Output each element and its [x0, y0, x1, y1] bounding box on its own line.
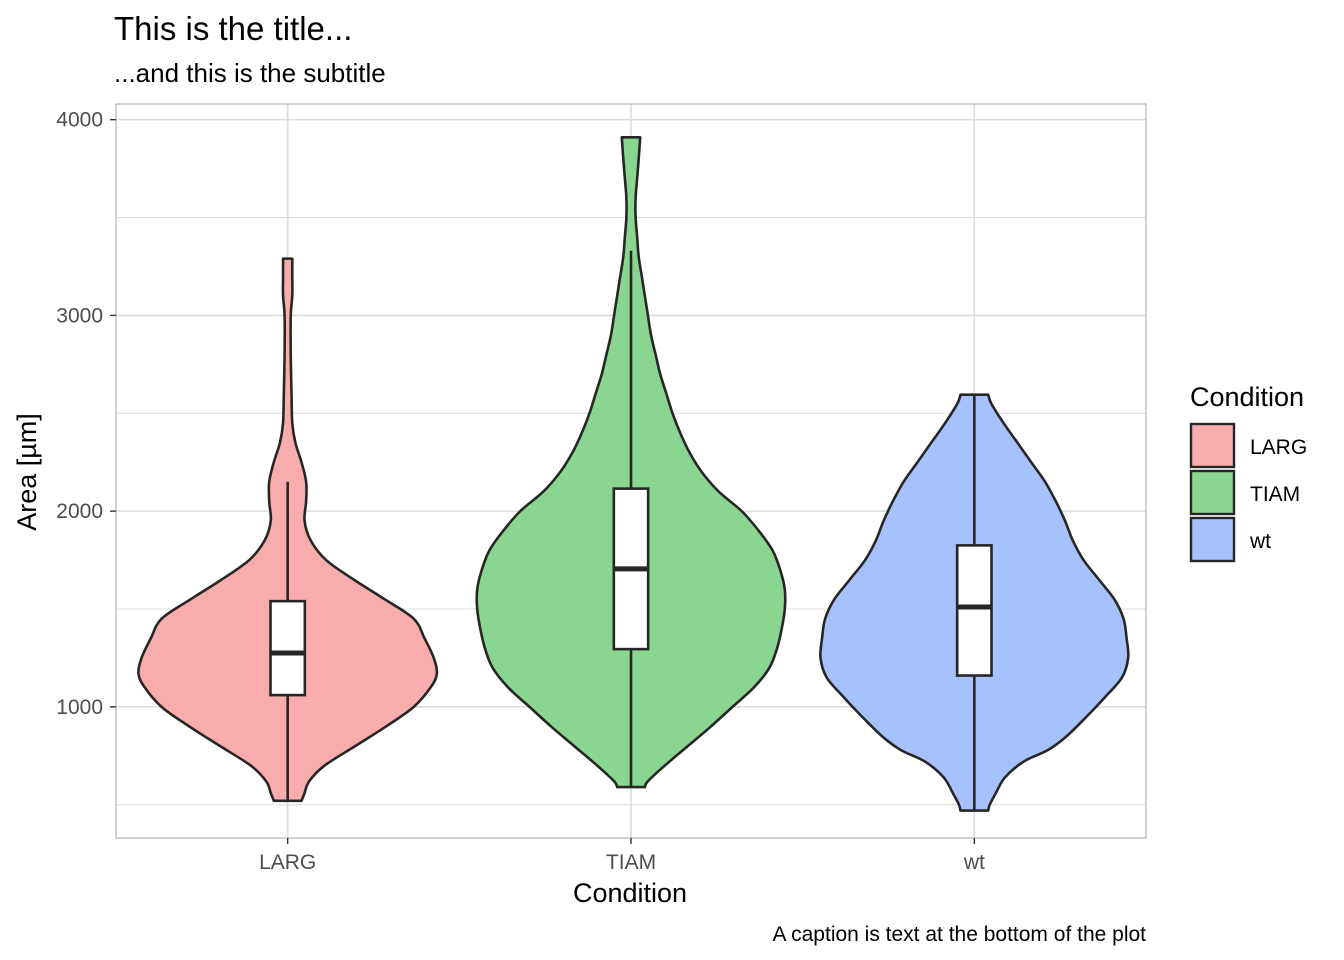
chart-title: This is the title...	[114, 10, 352, 47]
legend-key-wt	[1189, 516, 1236, 563]
y-tick-label: 4000	[56, 109, 103, 132]
x-axis-ticks: LARG TIAM wt	[259, 838, 985, 874]
legend-key-TIAM	[1189, 469, 1236, 516]
y-axis-title: Area [µm]	[12, 413, 42, 531]
x-tick-label: LARG	[259, 851, 316, 874]
legend: Condition LARG TIAM wt	[1189, 382, 1307, 563]
boxplots	[269, 250, 993, 811]
legend-key-LARG	[1189, 422, 1236, 469]
legend-label-TIAM: TIAM	[1250, 483, 1300, 506]
y-axis-ticks: 1000 2000 3000 4000	[56, 109, 116, 719]
chart-caption: A caption is text at the bottom of the p…	[772, 923, 1146, 946]
x-tick-label: TIAM	[606, 851, 656, 874]
y-tick-label: 3000	[56, 304, 103, 327]
x-tick-label: wt	[963, 851, 985, 874]
box-wt	[955, 544, 993, 677]
x-axis-title: Condition	[573, 878, 687, 908]
legend-label-LARG: LARG	[1250, 436, 1307, 459]
legend-title: Condition	[1190, 382, 1304, 412]
chart-subtitle: ...and this is the subtitle	[114, 58, 386, 88]
y-tick-label: 1000	[56, 696, 103, 719]
legend-label-wt: wt	[1249, 530, 1271, 553]
box-LARG	[269, 599, 307, 697]
y-tick-label: 2000	[56, 500, 103, 523]
